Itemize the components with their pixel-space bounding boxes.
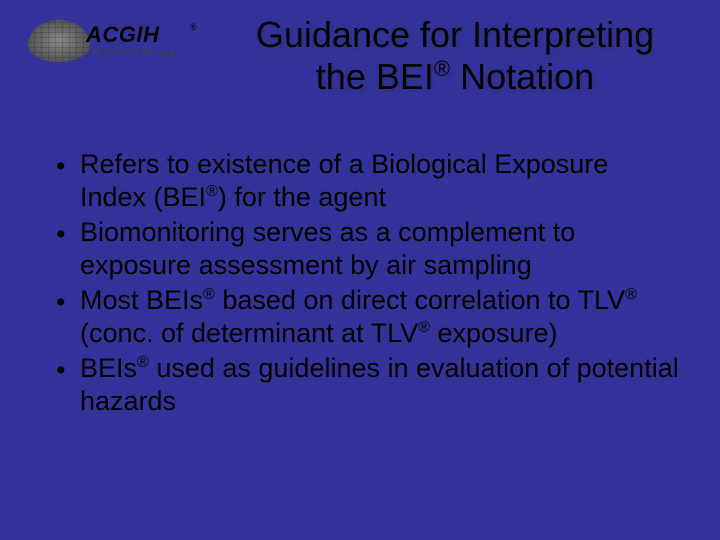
globe-icon bbox=[28, 20, 90, 62]
brand-logo: ACGIH ® WORLDWIDE bbox=[28, 18, 188, 73]
bullet-list: •Refers to existence of a Biological Exp… bbox=[56, 148, 680, 420]
bullet-marker: • bbox=[56, 216, 80, 251]
bullet-text: BEIs® used as guidelines in evaluation o… bbox=[80, 352, 680, 418]
text-run: ) for the agent bbox=[218, 182, 386, 212]
text-run: used as guidelines in evaluation of pote… bbox=[80, 353, 679, 416]
text-run: based on direct correlation to TLV bbox=[215, 285, 625, 315]
bullet-marker: • bbox=[56, 352, 80, 387]
title-registered: ® bbox=[434, 56, 450, 81]
brand-registered: ® bbox=[190, 22, 197, 32]
registered-mark: ® bbox=[418, 319, 430, 336]
text-run: Biomonitoring serves as a complement to … bbox=[80, 217, 575, 280]
registered-mark: ® bbox=[137, 354, 149, 371]
text-run: (conc. of determinant at TLV bbox=[80, 318, 418, 348]
list-item: •Most BEIs® based on direct correlation … bbox=[56, 284, 680, 350]
registered-mark: ® bbox=[625, 286, 637, 303]
registered-mark: ® bbox=[206, 183, 218, 200]
title-line-1: Guidance for Interpreting bbox=[256, 14, 654, 55]
text-run: BEIs bbox=[80, 353, 137, 383]
bullet-text: Most BEIs® based on direct correlation t… bbox=[80, 284, 680, 350]
bullet-marker: • bbox=[56, 148, 80, 183]
brand-subline: WORLDWIDE bbox=[92, 48, 179, 57]
bullet-marker: • bbox=[56, 284, 80, 319]
bullet-text: Biomonitoring serves as a complement to … bbox=[80, 216, 680, 282]
title-line-2-post: Notation bbox=[450, 56, 594, 97]
title-line-2-pre: the BEI bbox=[316, 56, 434, 97]
text-run: Most BEIs bbox=[80, 285, 203, 315]
registered-mark: ® bbox=[203, 286, 215, 303]
list-item: •BEIs® used as guidelines in evaluation … bbox=[56, 352, 680, 418]
list-item: •Biomonitoring serves as a complement to… bbox=[56, 216, 680, 282]
bullet-text: Refers to existence of a Biological Expo… bbox=[80, 148, 680, 214]
text-run: exposure) bbox=[430, 318, 558, 348]
list-item: •Refers to existence of a Biological Exp… bbox=[56, 148, 680, 214]
brand-name: ACGIH bbox=[86, 22, 159, 48]
slide-title: Guidance for Interpreting the BEI® Notat… bbox=[210, 14, 700, 99]
